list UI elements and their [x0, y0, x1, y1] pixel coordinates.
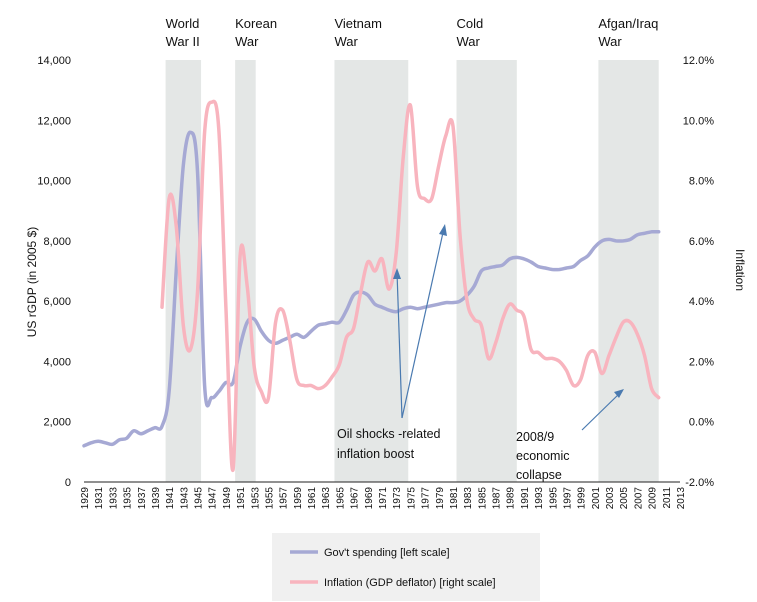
y-left-tick: 4,000 — [43, 356, 71, 368]
y-left-tick: 6,000 — [43, 296, 71, 308]
collapse-arrow — [581, 391, 622, 431]
oil-arrow-2 — [401, 227, 445, 419]
x-tick: 1931 — [94, 487, 105, 510]
x-tick: 1941 — [165, 487, 176, 510]
x-tick: 1961 — [307, 487, 318, 510]
x-tick: 1943 — [179, 487, 190, 510]
inflation-line — [160, 99, 661, 472]
war-label-4-line2: War — [598, 34, 622, 49]
legend-box — [272, 533, 540, 601]
y-left-tick: 14,000 — [37, 55, 71, 67]
annotation-oil-line2: inflation boost — [337, 447, 415, 461]
x-tick: 2005 — [619, 487, 630, 510]
war-band-0 — [165, 60, 202, 482]
war-label-1-line1: Korean — [235, 16, 277, 31]
x-tick: 1929 — [80, 487, 91, 510]
oil-arrowhead-1 — [393, 268, 401, 279]
y-left-tick: 10,000 — [37, 176, 71, 188]
x-tick: 1971 — [378, 487, 389, 510]
y-right-tick: 6.0% — [689, 236, 714, 248]
x-tick: 2001 — [591, 487, 602, 510]
collapse-arrowhead — [614, 389, 624, 398]
y-right-tick: 2.0% — [689, 356, 714, 368]
legend-label-govt: Gov't spending [left scale] — [324, 547, 450, 559]
left-axis-title: US rGDP (in 2005 $) — [25, 227, 39, 338]
oil-arrow-1 — [396, 271, 403, 419]
war-label-3-line2: War — [457, 34, 481, 49]
x-tick: 2011 — [662, 487, 673, 509]
annotation-oil-line1: Oil shocks -related — [337, 427, 441, 441]
x-tick: 1955 — [264, 487, 275, 510]
x-tick: 1963 — [321, 487, 332, 510]
x-tick: 1967 — [350, 487, 361, 510]
war-band-3 — [456, 60, 517, 482]
x-tick: 1949 — [222, 487, 233, 510]
x-tick: 1983 — [463, 487, 474, 510]
war-label-2-line1: Vietnam — [334, 16, 381, 31]
x-tick: 1959 — [293, 487, 304, 510]
x-tick: 2003 — [605, 487, 616, 510]
war-label-4-line1: Afgan/Iraq — [598, 16, 658, 31]
left-y-tick-labels: 0 2,000 4,000 6,000 8,000 10,000 12,000 14,000 — [37, 55, 71, 489]
oil-arrowhead-2 — [439, 224, 447, 236]
war-bands — [165, 60, 659, 482]
x-tick: 2007 — [633, 487, 644, 510]
war-label-1-line2: War — [235, 34, 259, 49]
x-tick: 1997 — [562, 487, 573, 510]
right-axis-title: Inflation — [733, 249, 747, 291]
y-right-tick: 12.0% — [683, 55, 714, 67]
war-label-0-line2: War II — [166, 34, 200, 49]
x-tick: 1945 — [194, 487, 205, 510]
y-left-tick: 0 — [65, 477, 71, 489]
x-tick: 1975 — [406, 487, 417, 510]
war-labels: World War II Korean War Vietnam War Cold War Afg… — [166, 16, 659, 49]
x-tick-labels: 1929 1931 1933 1935 1937 1939 1941 1943 1945 1947… — [80, 487, 687, 510]
war-label-0-line1: World — [166, 16, 200, 31]
x-tick: 2009 — [648, 487, 659, 510]
annotation-collapse-line2: economic — [516, 449, 570, 463]
y-left-tick: 8,000 — [43, 236, 71, 248]
x-tick: 1937 — [137, 487, 148, 510]
series-lines — [82, 99, 661, 472]
x-tick: 1995 — [548, 487, 559, 510]
y-right-tick: -2.0% — [685, 477, 714, 489]
y-left-tick: 2,000 — [43, 417, 71, 429]
x-tick: 1953 — [250, 487, 261, 510]
x-tick: 1985 — [477, 487, 488, 510]
war-label-2-line2: War — [334, 34, 358, 49]
x-tick: 1991 — [520, 487, 531, 510]
annotation-collapse-line1: 2008/9 — [516, 430, 554, 444]
x-tick: 1977 — [421, 487, 432, 510]
war-band-4 — [598, 60, 659, 482]
annotation-oil-shocks: Oil shocks -related inflation boost — [337, 224, 447, 461]
x-tick: 1973 — [392, 487, 403, 510]
x-tick: 1993 — [534, 487, 545, 510]
x-tick: 1939 — [151, 487, 162, 510]
y-left-tick: 12,000 — [37, 115, 71, 127]
war-label-3-line1: Cold — [457, 16, 484, 31]
x-tick: 1957 — [279, 487, 290, 510]
x-tick: 1999 — [577, 487, 588, 510]
y-right-tick: 8.0% — [689, 176, 714, 188]
annotation-collapse-line3: collapse — [516, 468, 562, 482]
x-tick: 1981 — [449, 487, 460, 510]
y-right-tick: 0.0% — [689, 417, 714, 429]
right-y-tick-labels: -2.0% 0.0% 2.0% 4.0% 6.0% 8.0% 10.0% 12.0% — [683, 55, 714, 489]
x-tick: 1979 — [435, 487, 446, 510]
y-right-tick: 4.0% — [689, 296, 714, 308]
x-tick: 1989 — [506, 487, 517, 510]
x-tick: 1951 — [236, 487, 247, 510]
x-tick: 1947 — [208, 487, 219, 510]
legend-label-inflation: Inflation (GDP deflator) [right scale] — [324, 577, 496, 589]
x-tick: 1935 — [123, 487, 134, 510]
legend: Gov't spending [left scale] Inflation (G… — [272, 533, 540, 601]
x-tick: 1987 — [492, 487, 503, 510]
x-tick: 2013 — [676, 487, 687, 510]
x-tick: 1965 — [335, 487, 346, 510]
y-right-tick: 10.0% — [683, 115, 714, 127]
x-tick: 1969 — [364, 487, 375, 510]
x-tick: 1933 — [108, 487, 119, 510]
annotation-2008-collapse: 2008/9 economic collapse — [516, 389, 624, 482]
